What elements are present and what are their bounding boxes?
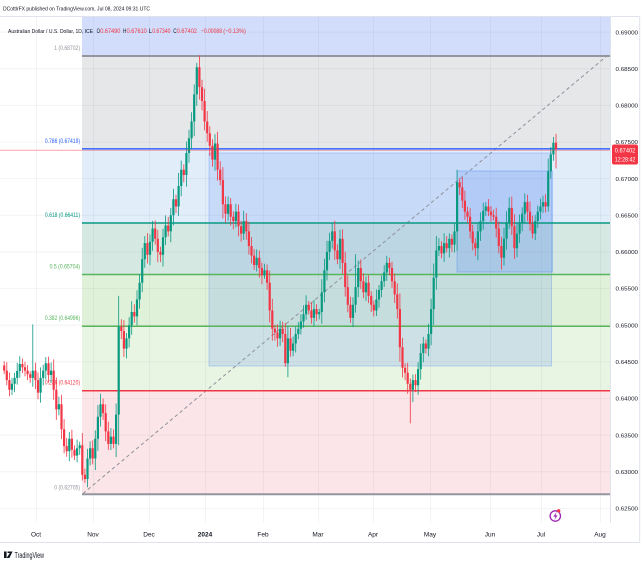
svg-text:0.67340: 0.67340 xyxy=(152,28,171,35)
svg-text:DCottlrFX published on Trading: DCottlrFX published on TradingView.com, … xyxy=(3,7,151,13)
svg-text:0.69000: 0.69000 xyxy=(616,30,639,36)
svg-text:Mar: Mar xyxy=(312,532,324,539)
svg-text:0.67402: 0.67402 xyxy=(615,148,636,155)
svg-text:0.5 (0.65704): 0.5 (0.65704) xyxy=(50,265,80,271)
svg-text:Oct: Oct xyxy=(31,532,41,539)
svg-text:(−0.13%): (−0.13%) xyxy=(223,28,246,35)
svg-text:0.382 (0.64996): 0.382 (0.64996) xyxy=(45,316,80,322)
svg-text:Apr: Apr xyxy=(368,532,379,539)
svg-text:Australian Dollar / U.S. Dolla: Australian Dollar / U.S. Dollar, 1D, ICE xyxy=(8,29,93,35)
svg-text:Jun: Jun xyxy=(485,532,496,539)
svg-text:0.65500: 0.65500 xyxy=(616,287,639,293)
svg-text:0.68000: 0.68000 xyxy=(616,104,639,110)
svg-text:0.68500: 0.68500 xyxy=(616,67,639,73)
svg-text:Feb: Feb xyxy=(257,532,269,539)
svg-text:0.66000: 0.66000 xyxy=(616,250,639,256)
svg-text:12:28:42: 12:28:42 xyxy=(615,157,636,164)
svg-text:0.67000: 0.67000 xyxy=(616,177,639,183)
svg-text:0.236 (0.64120): 0.236 (0.64120) xyxy=(45,381,80,387)
svg-text:0.62500: 0.62500 xyxy=(616,507,639,513)
svg-text:0.67402: 0.67402 xyxy=(177,28,198,35)
svg-text:1 (0.68702): 1 (0.68702) xyxy=(54,46,80,52)
svg-text:Dec: Dec xyxy=(143,532,155,539)
svg-text:0.63000: 0.63000 xyxy=(616,470,639,476)
svg-text:May: May xyxy=(424,532,437,539)
svg-text:0.66500: 0.66500 xyxy=(616,214,639,220)
svg-text:Nov: Nov xyxy=(87,532,99,539)
svg-text:Aug: Aug xyxy=(594,532,606,539)
svg-text:2024: 2024 xyxy=(198,532,213,539)
svg-text:0.67610: 0.67610 xyxy=(127,28,148,35)
svg-text:0.64500: 0.64500 xyxy=(616,360,639,366)
svg-text:0.63500: 0.63500 xyxy=(616,433,639,439)
svg-text:0 (0.62705): 0 (0.62705) xyxy=(54,486,80,492)
svg-text:0.65000: 0.65000 xyxy=(616,323,639,329)
svg-text:0.786 (0.67419): 0.786 (0.67419) xyxy=(45,139,80,145)
svg-text:0.64000: 0.64000 xyxy=(616,397,639,403)
svg-text:0.618 (0.66411): 0.618 (0.66411) xyxy=(45,213,80,219)
svg-text:TradingView: TradingView xyxy=(15,551,45,560)
svg-text:−0.00088: −0.00088 xyxy=(201,28,223,35)
svg-text:0.67490: 0.67490 xyxy=(100,28,121,35)
svg-text:Jul: Jul xyxy=(537,532,546,539)
